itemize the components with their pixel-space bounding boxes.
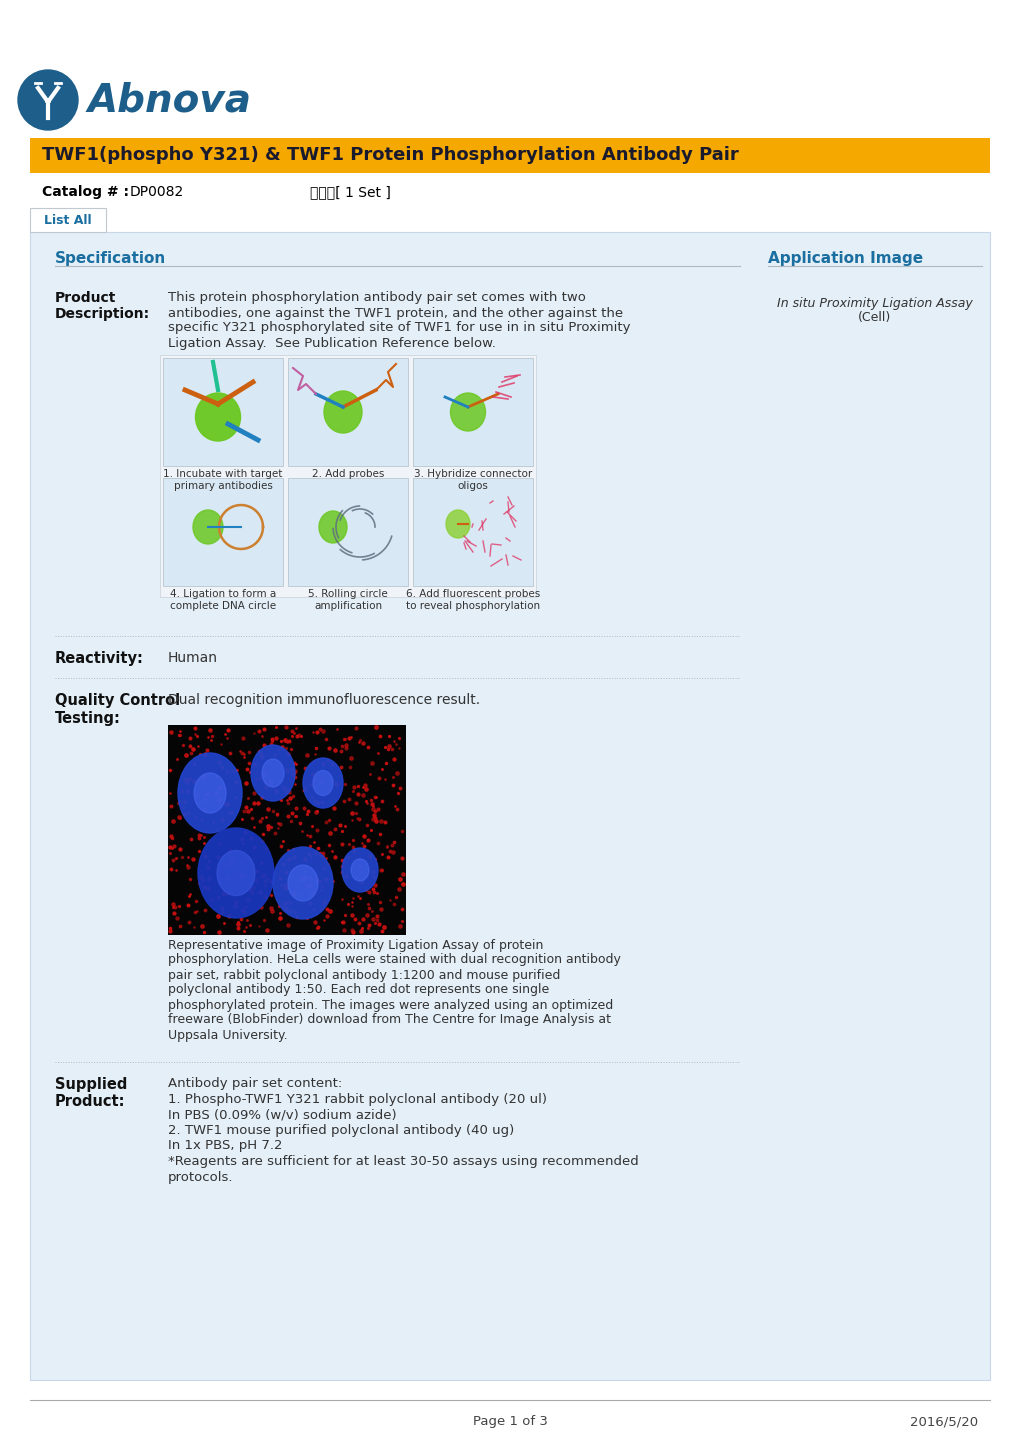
Text: Description:: Description:	[55, 307, 150, 320]
Text: DP0082: DP0082	[129, 185, 184, 199]
Text: Testing:: Testing:	[55, 710, 121, 726]
Text: 1. Incubate with target: 1. Incubate with target	[163, 469, 282, 479]
Text: polyclonal antibody 1:50. Each red dot represents one single: polyclonal antibody 1:50. Each red dot r…	[168, 984, 548, 997]
Text: In PBS (0.09% (w/v) sodium azide): In PBS (0.09% (w/v) sodium azide)	[168, 1108, 396, 1121]
Ellipse shape	[178, 753, 242, 833]
Text: phosphorylation. HeLa cells were stained with dual recognition antibody: phosphorylation. HeLa cells were stained…	[168, 954, 621, 967]
Ellipse shape	[217, 850, 255, 896]
Text: 1. Phospho-TWF1 Y321 rabbit polyclonal antibody (20 ul): 1. Phospho-TWF1 Y321 rabbit polyclonal a…	[168, 1092, 546, 1105]
Text: 3. Hybridize connector: 3. Hybridize connector	[414, 469, 532, 479]
Ellipse shape	[194, 773, 226, 812]
Text: Application Image: Application Image	[767, 251, 922, 266]
Ellipse shape	[273, 847, 332, 919]
Ellipse shape	[313, 771, 332, 795]
Bar	[160, 355, 535, 597]
Text: 5. Rolling circle: 5. Rolling circle	[308, 589, 387, 599]
Bar	[30, 139, 989, 173]
Text: *Reagents are sufficient for at least 30-50 assays using recommended: *Reagents are sufficient for at least 30…	[168, 1154, 638, 1167]
Text: amplification: amplification	[314, 600, 382, 610]
Text: Catalog # :: Catalog # :	[42, 185, 128, 199]
Bar	[163, 478, 282, 586]
Bar	[163, 358, 282, 466]
Ellipse shape	[287, 864, 318, 900]
Text: In 1x PBS, pH 7.2: In 1x PBS, pH 7.2	[168, 1140, 282, 1153]
Text: Dual recognition immunofluorescence result.: Dual recognition immunofluorescence resu…	[168, 693, 480, 707]
Text: (Cell): (Cell)	[858, 312, 891, 325]
Text: Product: Product	[55, 291, 116, 304]
Text: 2. Add probes: 2. Add probes	[312, 469, 384, 479]
Text: TWF1(phospho Y321) & TWF1 Protein Phosphorylation Antibody Pair: TWF1(phospho Y321) & TWF1 Protein Phosph…	[42, 147, 738, 165]
Bar	[413, 478, 533, 586]
Bar	[287, 358, 408, 466]
Text: This protein phosphorylation antibody pair set comes with two: This protein phosphorylation antibody pa…	[168, 291, 585, 304]
Text: Uppsala University.: Uppsala University.	[168, 1029, 287, 1042]
Text: complete DNA circle: complete DNA circle	[170, 600, 276, 610]
Text: Product:: Product:	[55, 1094, 125, 1110]
Text: oligos: oligos	[458, 481, 488, 491]
Ellipse shape	[303, 758, 342, 808]
Ellipse shape	[450, 392, 485, 431]
Ellipse shape	[341, 848, 378, 892]
Bar	[168, 724, 406, 935]
Bar	[413, 358, 533, 466]
Bar	[30, 208, 106, 232]
Text: Supplied: Supplied	[55, 1076, 127, 1091]
Text: Antibody pair set content:: Antibody pair set content:	[168, 1078, 342, 1091]
Text: Human: Human	[168, 651, 218, 665]
Text: to reveal phosphorylation: to reveal phosphorylation	[406, 600, 539, 610]
Ellipse shape	[251, 745, 294, 801]
Text: antibodies, one against the TWF1 protein, and the other against the: antibodies, one against the TWF1 protein…	[168, 306, 623, 319]
Bar	[287, 478, 408, 586]
Text: Quality Control: Quality Control	[55, 693, 180, 707]
Text: 2. TWF1 mouse purified polyclonal antibody (40 ug): 2. TWF1 mouse purified polyclonal antibo…	[168, 1124, 514, 1137]
Text: 4. Ligation to form a: 4. Ligation to form a	[170, 589, 276, 599]
Text: Reactivity:: Reactivity:	[55, 651, 144, 665]
Text: 6. Add fluorescent probes: 6. Add fluorescent probes	[406, 589, 540, 599]
Text: pair set, rabbit polyclonal antibody 1:1200 and mouse purified: pair set, rabbit polyclonal antibody 1:1…	[168, 968, 559, 981]
Text: Page 1 of 3: Page 1 of 3	[472, 1416, 547, 1429]
Ellipse shape	[193, 509, 223, 544]
Ellipse shape	[324, 391, 362, 433]
Text: 規格：[ 1 Set ]: 規格：[ 1 Set ]	[310, 185, 390, 199]
Text: primary antibodies: primary antibodies	[173, 481, 272, 491]
Ellipse shape	[319, 511, 346, 543]
Text: specific Y321 phosphorylated site of TWF1 for use in in situ Proximity: specific Y321 phosphorylated site of TWF…	[168, 322, 630, 335]
Ellipse shape	[445, 509, 470, 538]
Text: Representative image of Proximity Ligation Assay of protein: Representative image of Proximity Ligati…	[168, 938, 543, 951]
Text: List All: List All	[44, 214, 92, 227]
Ellipse shape	[198, 828, 274, 918]
Text: Specification: Specification	[55, 251, 166, 266]
Ellipse shape	[262, 759, 283, 786]
Text: Ligation Assay.  See Publication Reference below.: Ligation Assay. See Publication Referenc…	[168, 336, 495, 349]
Text: phosphorylated protein. The images were analyzed using an optimized: phosphorylated protein. The images were …	[168, 999, 612, 1012]
Circle shape	[18, 71, 77, 130]
Text: 2016/5/20: 2016/5/20	[909, 1416, 977, 1429]
Text: freeware (BlobFinder) download from The Centre for Image Analysis at: freeware (BlobFinder) download from The …	[168, 1013, 610, 1026]
Bar	[30, 232, 989, 1380]
Ellipse shape	[351, 859, 369, 882]
Text: Abnova: Abnova	[88, 81, 252, 118]
Ellipse shape	[196, 392, 240, 442]
Text: In situ Proximity Ligation Assay: In situ Proximity Ligation Assay	[776, 296, 972, 309]
Text: protocols.: protocols.	[168, 1170, 233, 1183]
